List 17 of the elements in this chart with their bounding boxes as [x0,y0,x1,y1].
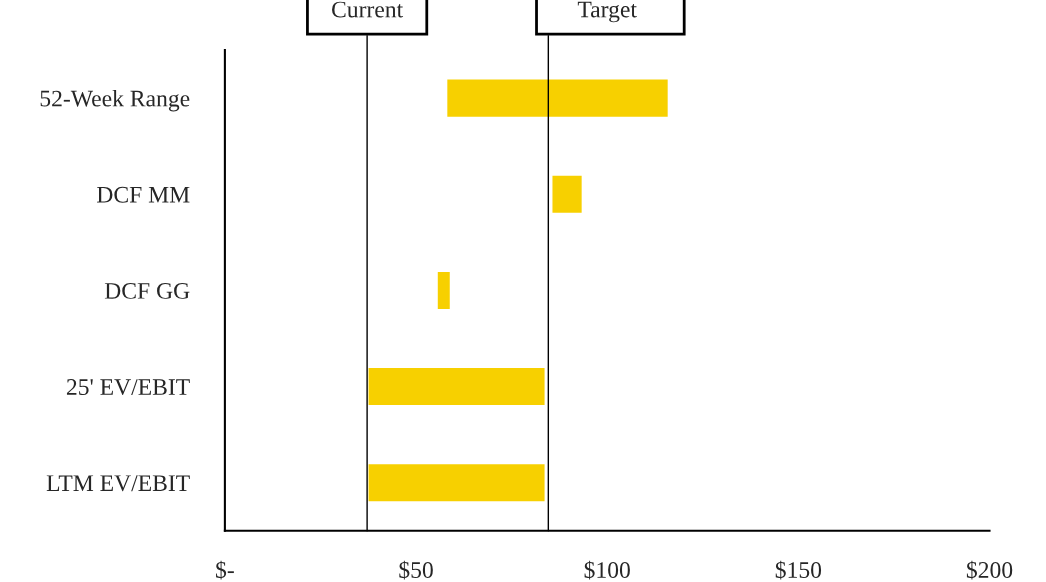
y-tick-label: 52-Week Range [40,89,190,112]
ref-line-label: Current [332,1,404,18]
x-tick-label: $100 [584,560,630,580]
bar [445,78,670,119]
x-tick-label: $200 [966,560,1013,580]
bar [551,174,584,215]
x-tick-label: $150 [775,560,822,580]
bar [367,462,546,503]
ref-line-label: Target [577,1,637,23]
y-tick-label: 25' EV/EBIT [66,379,190,396]
bar [367,366,546,407]
bar [436,270,452,311]
x-tick-label: $50 [399,560,433,580]
y-tick-label: DCF MM [97,186,190,203]
y-tick-label: LTM EV/EBIT [46,475,190,492]
y-tick-label: DCF GG [104,282,190,299]
x-tick-label: $- [216,560,234,580]
